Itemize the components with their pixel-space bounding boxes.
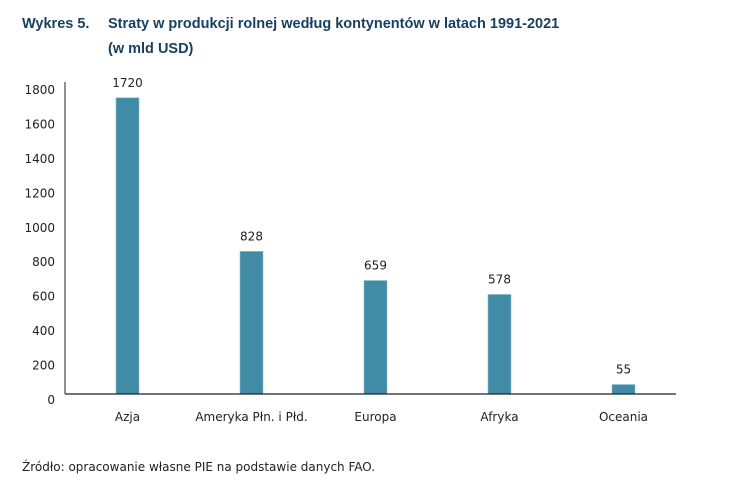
bar-chart: 0 200 400 600 800 1000 1200 1400 1600 1800 1720 82…: [24, 76, 676, 424]
bar: [487, 294, 512, 395]
chart-title: Straty w produkcji rolnej według kontyne…: [108, 16, 560, 32]
chart-subtitle: (w mld USD): [108, 41, 194, 57]
y-tick-label: 400: [32, 324, 55, 338]
y-tick-label: 0: [47, 393, 55, 407]
bar: [115, 97, 140, 395]
data-label: 659: [364, 259, 387, 273]
x-category-label: Ameryka Płn. i Płd.: [195, 410, 307, 424]
data-label: 578: [488, 272, 511, 286]
data-label: 828: [240, 229, 263, 243]
bar: [363, 280, 388, 395]
y-axis-ticks: 0 200 400 600 800 1000 1200 1400 1600 1800: [24, 83, 55, 407]
x-axis-labels: Azja Ameryka Płn. i Płd. Europa Afryka Ocean…: [115, 410, 648, 424]
x-category-label: Oceania: [599, 410, 648, 424]
source-note: Źródło: opracowanie własne PIE na podsta…: [22, 460, 376, 474]
x-category-label: Afryka: [480, 410, 518, 424]
y-tick-label: 1200: [24, 186, 55, 200]
figure-label: Wykres 5.: [22, 16, 90, 32]
y-tick-label: 1800: [24, 83, 55, 97]
bars: [115, 97, 636, 395]
bar: [239, 251, 264, 395]
data-labels: 1720 828 659 578 55: [112, 76, 631, 377]
x-category-label: Europa: [354, 410, 396, 424]
x-category-label: Azja: [115, 410, 140, 424]
y-tick-label: 600: [32, 290, 55, 304]
y-tick-label: 1400: [24, 152, 55, 166]
y-tick-label: 1600: [24, 117, 55, 131]
y-tick-label: 800: [32, 255, 55, 269]
y-tick-label: 1000: [24, 221, 55, 235]
data-label: 55: [616, 363, 631, 377]
data-label: 1720: [112, 76, 143, 90]
bar: [611, 384, 636, 395]
y-tick-label: 200: [32, 359, 55, 373]
